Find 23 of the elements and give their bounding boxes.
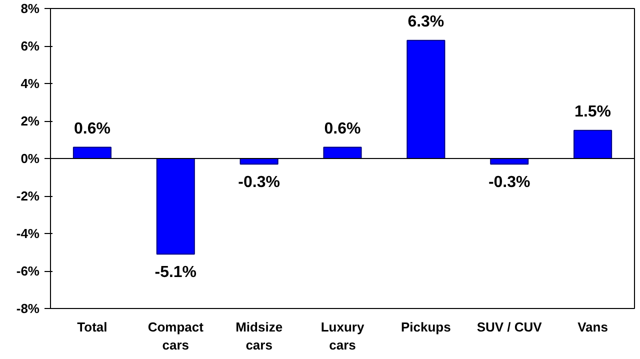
data-label: -0.3% <box>238 174 280 192</box>
y-tick-label: -4% <box>16 226 40 241</box>
x-tick-label: Luxury cars <box>320 320 365 352</box>
y-tick-label: -6% <box>16 264 40 278</box>
y-tick-label: 4% <box>20 76 40 91</box>
x-tick-label: Total <box>77 320 108 334</box>
data-label: -5.1% <box>154 264 197 282</box>
x-tick-label: Pickups <box>401 320 451 334</box>
y-tick-label: -2% <box>16 188 40 204</box>
y-tick-label: 0% <box>20 151 40 166</box>
y-tick-label: 2% <box>20 114 40 128</box>
data-label: 0.6% <box>74 120 110 138</box>
x-tick-label: Compact cars <box>148 320 204 352</box>
data-label: 0.6% <box>324 120 361 138</box>
y-tick-label: 8% <box>20 1 40 16</box>
data-label: -0.3% <box>488 174 530 192</box>
x-tick-label: SUV / CUV <box>476 320 542 334</box>
x-tick-label: Midsize cars <box>236 320 283 352</box>
data-label: 1.5% <box>574 103 612 120</box>
data-label: 6.3% <box>408 13 444 30</box>
y-tick-label: 6% <box>20 38 40 54</box>
y-tick-label: -8% <box>16 301 40 316</box>
x-tick-label: Vans <box>578 320 608 334</box>
